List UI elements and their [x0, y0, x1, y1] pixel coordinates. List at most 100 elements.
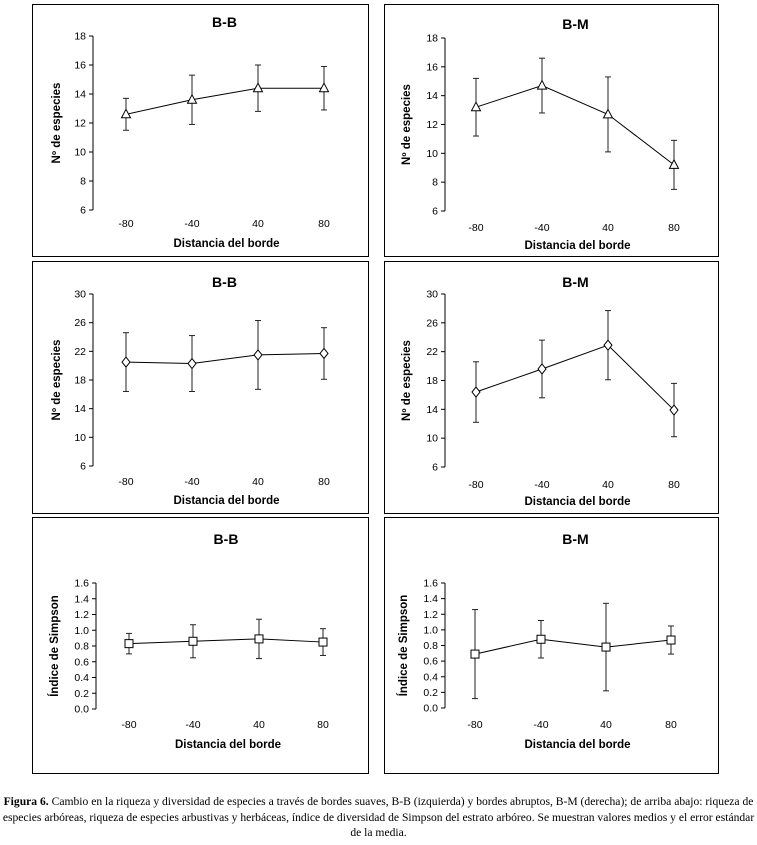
data-point-marker: [318, 637, 328, 647]
figure-caption: Figura 6. Cambio en la riqueza y diversi…: [0, 794, 757, 841]
x-axis-label: Distancia del borde: [175, 739, 281, 751]
chart-title: B-M: [562, 274, 588, 290]
y-axis-label: Índice de Simpson: [397, 595, 410, 697]
chart-title: B-B: [212, 14, 237, 30]
y-tick-label: 0.6: [423, 656, 438, 668]
y-tick-label: 30: [74, 289, 86, 301]
y-tick-label: 18: [426, 375, 438, 387]
figure-caption-text: Cambio en la riqueza y diversidad de esp…: [2, 795, 755, 839]
series-line: [474, 638, 672, 655]
y-tick-label: 26: [426, 317, 438, 329]
data-point-marker: [187, 357, 197, 370]
x-axis-label: Distancia del borde: [173, 495, 279, 507]
x-tick-label: -40: [185, 719, 200, 731]
y-tick-label: 6: [432, 462, 438, 474]
y-tick-label: 30: [426, 289, 438, 301]
y-tick-label: 1.4: [74, 593, 89, 605]
x-tick-label: 40: [252, 218, 264, 230]
x-axis-label: Distancia del borde: [524, 739, 630, 751]
data-point-marker: [536, 634, 546, 644]
y-axis-label: Nº de especies: [51, 340, 63, 421]
x-tick-label: 40: [252, 476, 264, 488]
x-tick-label: -80: [118, 218, 133, 230]
chart-panel-simpson-bm: B-M 0.0 0.2 0.4 0.6 0.8 1.0 1.2 1.4 1.6 -80 -40 40 80…: [384, 517, 719, 774]
y-tick-label: 0.4: [423, 671, 438, 683]
y-tick-label: 1.6: [74, 578, 89, 590]
x-axis-label: Distancia del borde: [173, 238, 279, 250]
y-tick-label: 16: [74, 60, 86, 72]
data-point-marker: [186, 93, 198, 104]
x-axis-label: Distancia del borde: [524, 496, 630, 508]
data-point-marker: [188, 636, 198, 646]
y-tick-label: 8: [80, 176, 86, 188]
y-tick-label: 18: [74, 31, 86, 43]
y-tick-label: 18: [74, 375, 86, 387]
chart-title: B-M: [562, 16, 588, 32]
chart-svg: B-B 6 10 14 18 22 26 30 -80 -40 40 80 Distancia del …: [51, 274, 330, 507]
y-tick-label: 0.4: [74, 672, 89, 684]
x-tick-label: 40: [600, 719, 612, 731]
figure-caption-label: Figura 6.: [3, 795, 49, 808]
y-tick-label: 12: [426, 119, 438, 131]
y-tick-label: 1.4: [423, 593, 438, 605]
x-tick-label: 80: [318, 476, 330, 488]
y-axis-label: Nº de especies: [401, 340, 413, 421]
data-point-marker: [601, 642, 611, 652]
chart-panel-simpson-bb: B-B 0.0 0.2 0.4 0.6 0.8 1.0 1.2 1.4 1.6 -80 -40 40 80…: [32, 517, 369, 774]
y-tick-label: 6: [80, 205, 86, 217]
y-tick-label: 14: [74, 403, 86, 415]
y-tick-label: 10: [426, 433, 438, 445]
y-tick-label: 16: [426, 61, 438, 73]
data-point-marker: [253, 349, 263, 361]
data-point-marker: [602, 108, 614, 119]
y-tick-label: 26: [74, 317, 86, 329]
data-point-marker: [666, 635, 676, 645]
y-tick-label: 0.0: [423, 703, 438, 715]
y-tick-label: 8: [432, 177, 438, 189]
x-tick-label: -80: [468, 479, 483, 491]
data-point-marker: [121, 356, 131, 368]
x-tick-label: 80: [665, 719, 677, 731]
data-point-marker: [471, 386, 481, 398]
chart-title: B-B: [214, 531, 239, 547]
chart-svg: B-M 6 8 10 12 14 16 18 -80 -40 40 80 Distancia del b…: [401, 16, 680, 252]
data-point-marker: [254, 634, 264, 644]
y-tick-label: 22: [74, 346, 86, 358]
y-axis-label: Nº de especies: [401, 84, 413, 165]
y-tick-label: 14: [426, 90, 438, 102]
y-axis-label: Índice de Simpson: [48, 595, 61, 697]
x-tick-label: -40: [534, 479, 549, 491]
chart-svg: B-B 6 8 10 12 14 16 18 -80 -40 40 80 Distancia del b…: [51, 14, 330, 250]
data-point-marker: [252, 82, 264, 93]
y-tick-label: 1.2: [74, 609, 89, 621]
data-point-marker: [537, 363, 547, 375]
x-tick-label: 80: [317, 719, 329, 731]
data-point-marker: [603, 339, 613, 351]
y-tick-label: 0.0: [74, 704, 89, 716]
y-tick-label: 0.6: [74, 656, 89, 668]
chart-panel-shrub-richness-bb: B-B 6 10 14 18 22 26 30 -80 -40 40 80 Distancia del …: [32, 261, 369, 514]
y-tick-label: 0.2: [423, 687, 438, 699]
y-tick-label: 0.8: [74, 641, 89, 653]
data-point-marker: [120, 108, 132, 119]
series-line: [128, 638, 324, 645]
y-tick-label: 14: [426, 404, 438, 416]
y-tick-label: 10: [426, 148, 438, 160]
data-point-marker: [318, 82, 330, 93]
series-line: [475, 85, 675, 166]
chart-svg: B-M 0.0 0.2 0.4 0.6 0.8 1.0 1.2 1.4 1.6 -80 -40 40 80…: [397, 531, 677, 751]
y-tick-label: 1.0: [74, 625, 89, 637]
data-point-marker: [319, 347, 329, 360]
y-tick-label: 14: [74, 89, 86, 101]
y-tick-label: 6: [432, 206, 438, 218]
data-point-marker: [470, 101, 482, 112]
x-tick-label: -80: [468, 222, 483, 234]
x-axis-label: Distancia del borde: [524, 240, 630, 252]
y-tick-label: 10: [74, 147, 86, 159]
chart-panel-tree-richness-bm: B-M 6 8 10 12 14 16 18 -80 -40 40 80 Distancia del b…: [384, 4, 719, 257]
data-point-marker: [470, 649, 480, 659]
data-point-marker: [124, 639, 134, 649]
chart-title: B-B: [212, 274, 237, 290]
series-line: [475, 344, 675, 411]
data-point-marker: [536, 79, 548, 90]
